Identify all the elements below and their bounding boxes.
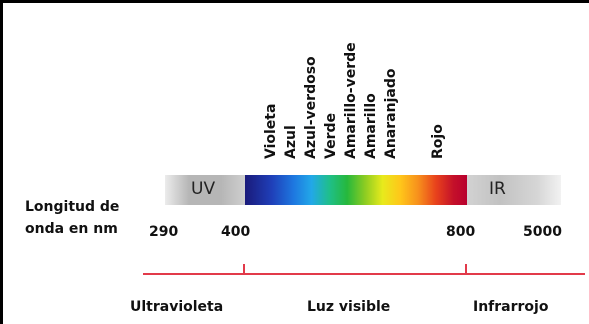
uv-label: UV: [191, 179, 216, 199]
axis-caption-line-2: onda en nm: [25, 221, 118, 237]
color-label-blue-green: Azul-verdoso: [303, 56, 319, 159]
color-label-green: Verde: [323, 113, 339, 159]
range-label-visible-light: Luz visible: [307, 299, 391, 315]
ir-band: IR: [467, 175, 561, 205]
color-label-orange: Anaranjado: [383, 68, 399, 159]
tick-5000: 5000: [523, 224, 562, 240]
color-label-yellow: Amarillo: [363, 93, 379, 159]
range-tick-800: [465, 264, 467, 275]
ir-label: IR: [489, 179, 506, 199]
color-label-blue: Azul: [283, 125, 299, 159]
visible-spectrum-band: [245, 175, 467, 205]
color-label-violet: Violeta: [263, 103, 279, 159]
range-label-infrared: Infrarrojo: [473, 299, 549, 315]
range-label-ultraviolet: Ultravioleta: [130, 299, 224, 315]
tick-400: 400: [221, 224, 251, 240]
tick-290: 290: [149, 224, 179, 240]
tick-800: 800: [446, 224, 476, 240]
range-tick-400: [243, 264, 245, 275]
axis-caption-line-1: Longitud de: [25, 199, 120, 215]
color-label-red: Rojo: [430, 124, 446, 159]
color-label-yellow-green: Amarillo-verde: [343, 42, 359, 159]
uv-band: UV: [165, 175, 245, 205]
range-line: [143, 273, 585, 275]
